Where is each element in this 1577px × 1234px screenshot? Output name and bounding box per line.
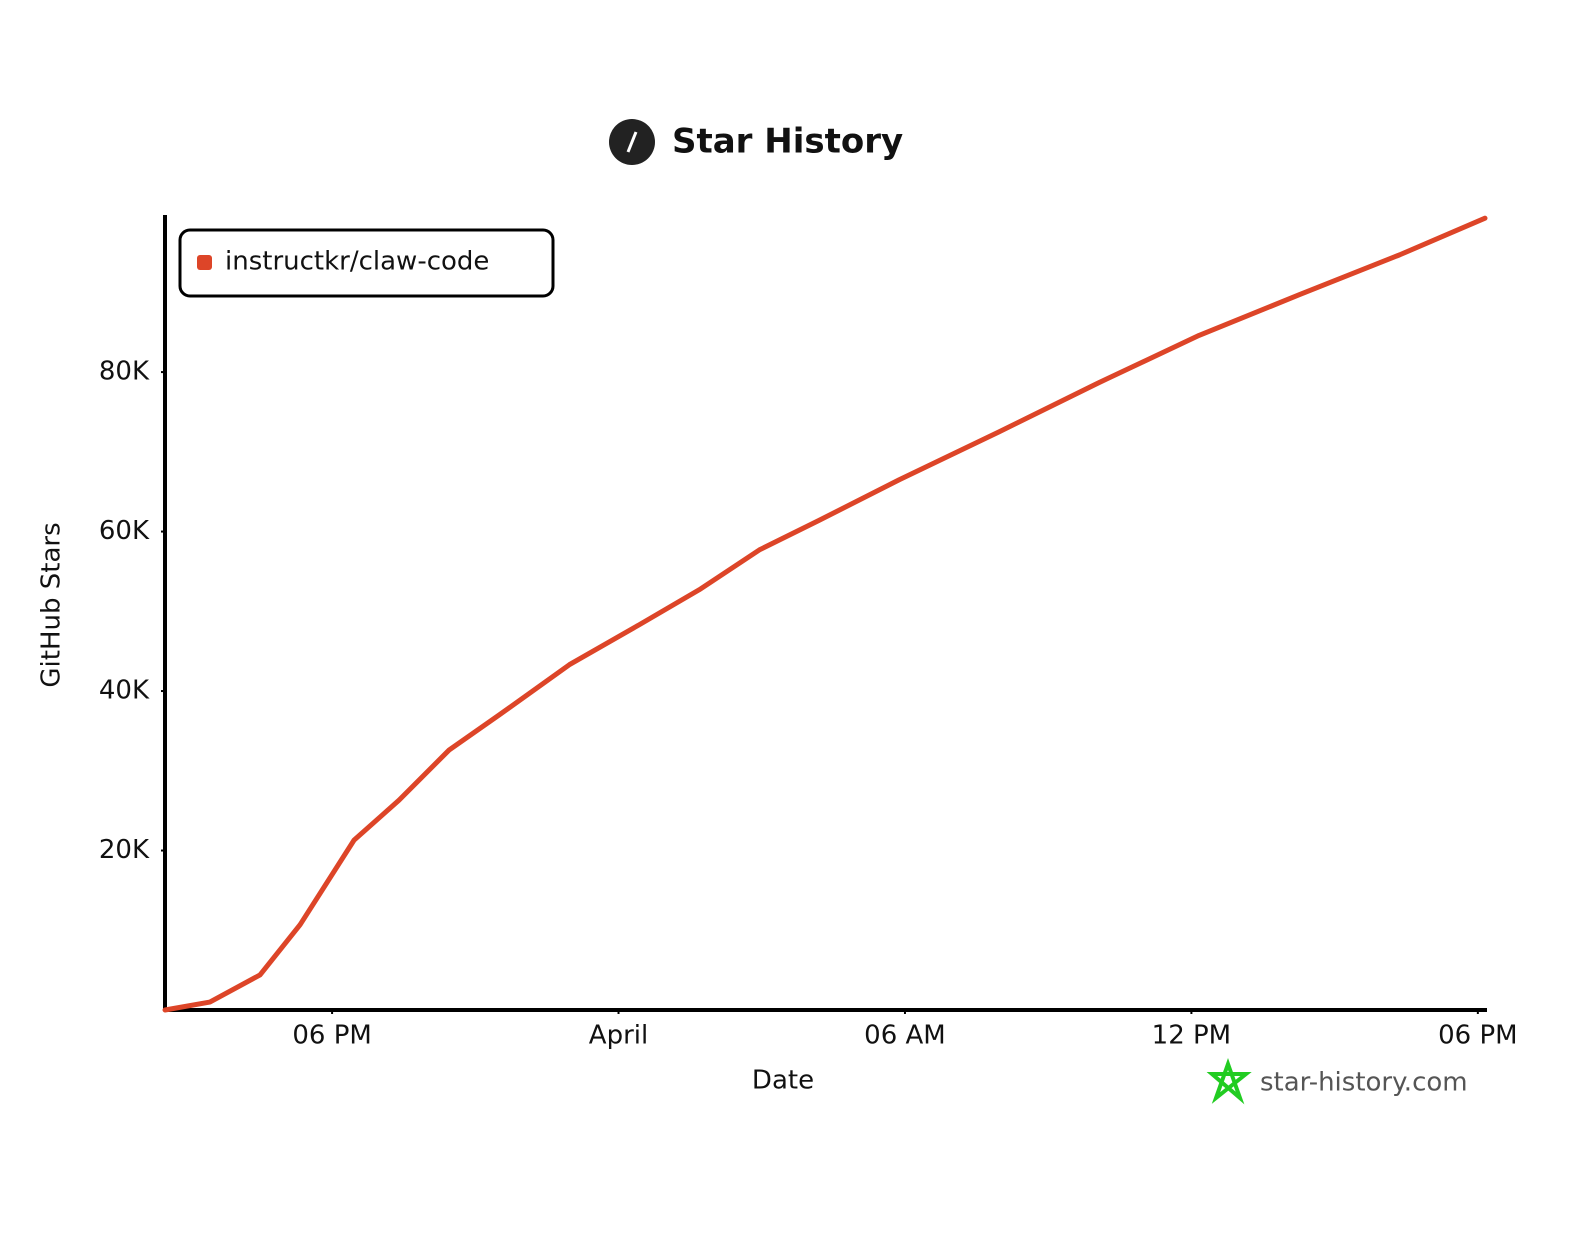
legend-swatch	[197, 255, 212, 270]
x-tick-label: 06 PM	[1438, 1021, 1517, 1051]
watermark-icon	[1206, 1057, 1252, 1105]
x-tick-label: 12 PM	[1152, 1021, 1231, 1051]
legend-box	[178, 228, 555, 298]
x-tick-label: 06 PM	[292, 1021, 371, 1051]
y-tick-label: 60K	[99, 516, 150, 546]
y-tick-label: 40K	[99, 676, 150, 706]
x-tick-label: 06 AM	[864, 1021, 946, 1051]
legend-label: instructkr/claw-code	[225, 247, 489, 277]
y-tick-label: 80K	[99, 357, 150, 387]
chart-title: Star History	[672, 122, 903, 162]
y-axis-label: GitHub Stars	[37, 522, 67, 687]
title-icon-mark	[626, 131, 638, 153]
line	[162, 215, 1488, 1013]
x-tick-label: April	[589, 1021, 648, 1051]
watermark: star-history.com	[1260, 1068, 1468, 1098]
x-axis-label: Date	[752, 1066, 814, 1096]
y-tick-label: 20K	[99, 835, 150, 865]
